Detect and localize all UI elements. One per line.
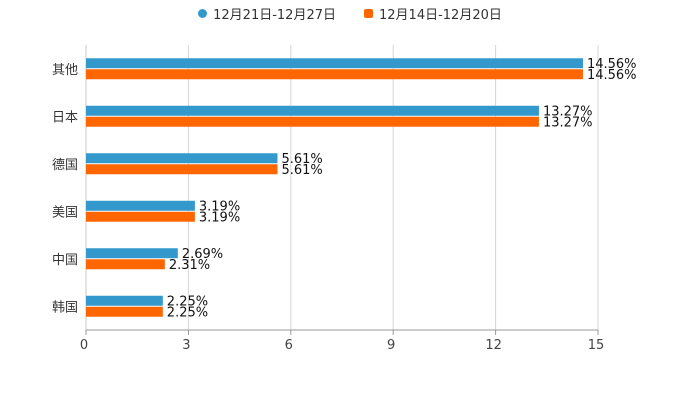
bar-series-2-4 <box>86 259 165 270</box>
chart-legend: 12月21日-12月27日 12月14日-12月20日 <box>0 4 700 23</box>
category-label-0: 其他 <box>52 63 78 78</box>
x-tick-label-15: 15 <box>588 338 605 353</box>
data-label-series-2-2: 5.61% <box>281 163 322 178</box>
bar-series-1-4 <box>86 248 178 259</box>
data-label-series-2-5: 2.25% <box>167 305 208 320</box>
data-label-series-1-5: 2.25% <box>167 294 208 309</box>
data-label-series-2-1: 13.27% <box>543 115 593 130</box>
bar-series-1-5 <box>86 295 163 306</box>
legend-label-series-2: 12月14日-12月20日 <box>379 8 502 23</box>
data-label-series-1-2: 5.61% <box>281 152 322 167</box>
category-label-2: 德国 <box>52 158 78 173</box>
legend-item-series-1[interactable]: 12月21日-12月27日 <box>198 4 336 23</box>
data-label-series-1-3: 3.19% <box>199 199 240 214</box>
x-tick-label-3: 3 <box>182 338 190 353</box>
category-label-5: 韩国 <box>52 300 78 315</box>
category-label-4: 中国 <box>52 253 78 268</box>
data-label-series-2-3: 3.19% <box>199 210 240 225</box>
x-tick-label-9: 9 <box>387 338 395 353</box>
bar-series-2-2 <box>86 164 278 175</box>
x-tick-label-12: 12 <box>485 338 502 353</box>
bar-series-2-1 <box>86 116 539 127</box>
category-label-3: 美国 <box>52 205 78 220</box>
x-tick-label-0: 0 <box>80 338 88 353</box>
legend-label-series-1: 12月21日-12月27日 <box>213 8 336 23</box>
data-label-series-2-0: 14.56% <box>587 68 637 83</box>
x-tick-label-6: 6 <box>285 338 293 353</box>
legend-swatch-series-1 <box>198 9 208 18</box>
legend-item-series-2[interactable]: 12月14日-12月20日 <box>364 4 502 23</box>
bar-series-1-0 <box>86 58 583 69</box>
category-label-1: 日本 <box>52 110 78 125</box>
bar-series-1-2 <box>86 153 278 164</box>
bar-series-1-3 <box>86 200 195 211</box>
bar-series-1-1 <box>86 105 539 116</box>
bar-series-2-0 <box>86 69 583 80</box>
legend-swatch-series-2 <box>364 9 373 18</box>
data-label-series-1-1: 13.27% <box>543 104 593 119</box>
bar-series-2-3 <box>86 211 195 222</box>
data-label-series-1-0: 14.56% <box>587 57 637 72</box>
data-label-series-2-4: 2.31% <box>169 258 210 273</box>
data-label-series-1-4: 2.69% <box>182 247 223 262</box>
bar-series-2-5 <box>86 306 163 317</box>
